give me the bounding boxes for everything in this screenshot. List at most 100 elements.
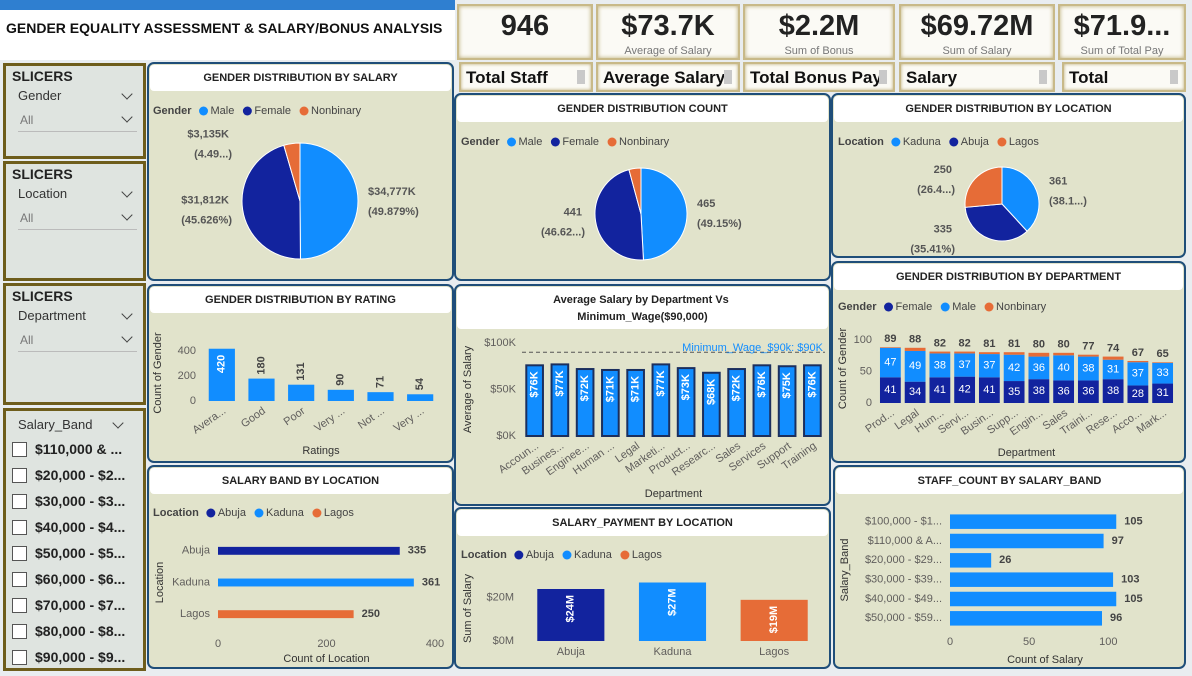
kpi-value: $73.7K (621, 10, 715, 42)
total-label: 74 (1107, 342, 1120, 354)
checkbox[interactable] (12, 441, 27, 457)
data-label: 441 (46.62...) (541, 206, 585, 238)
text-line: 441 (564, 206, 585, 218)
panel-header (836, 468, 1183, 494)
slicer-dropdown[interactable]: All (18, 111, 137, 132)
data-label: 35 (1008, 386, 1020, 398)
dashboard-title: GENDER EQUALITY ASSESSMENT & SALARY/BONU… (0, 0, 455, 60)
total-label: 81 (1008, 338, 1020, 350)
checkbox[interactable] (12, 623, 27, 639)
data-label: 26 (999, 554, 1011, 566)
checkbox[interactable] (12, 493, 27, 509)
data-label: 31 (1157, 387, 1169, 399)
bar-segment (1127, 362, 1149, 386)
checkbox[interactable] (12, 571, 27, 587)
slicer-item[interactable]: $20,000 - $2... (12, 462, 137, 488)
data-label: 36 (1082, 386, 1094, 398)
x-tick-label: 100 (1099, 636, 1117, 648)
bar-segment (1028, 356, 1050, 380)
data-label: $31,812K (45.626%) (181, 194, 232, 226)
checkbox[interactable] (12, 649, 27, 665)
kpi-button[interactable]: Salary (899, 62, 1055, 92)
bar (218, 578, 414, 587)
bar-segment (904, 381, 926, 403)
slicer-item[interactable]: $110,000 & ... (12, 436, 137, 462)
kpi-value: 946 (500, 10, 550, 42)
data-label: $19M (768, 606, 780, 634)
panel-header (457, 96, 828, 122)
data-label: 103 (1121, 574, 1139, 586)
checkbox[interactable] (12, 545, 27, 561)
panel-header (150, 65, 451, 91)
data-label: 34 (909, 386, 921, 398)
x-tick-label: 200 (317, 638, 335, 650)
slicer-field-label: Department (18, 308, 86, 323)
slicer: SLICERS Location All (3, 161, 146, 281)
bar (288, 384, 315, 401)
kpi-caption: Sum of Salary (942, 45, 1012, 57)
data-label: 105 (1124, 593, 1142, 605)
checkbox[interactable] (12, 519, 27, 535)
total-label: 81 (983, 338, 995, 350)
chart-title: SALARY_PAYMENT BY LOCATION (552, 517, 733, 529)
y-tick-label: $100K (484, 337, 516, 349)
legend-marker (254, 508, 264, 518)
legend-marker (312, 508, 322, 518)
kpi-button[interactable]: Total (1062, 62, 1186, 92)
x-axis-title: Department (645, 488, 702, 500)
panel-header (150, 468, 451, 494)
bar-segment (1152, 383, 1174, 403)
bar-segment (1003, 381, 1025, 403)
kpi-button[interactable]: Total Bonus Pay (743, 62, 895, 92)
x-tick-label: 50 (1023, 636, 1035, 648)
bar (651, 363, 671, 438)
slicer-item[interactable]: $90,000 - $9... (12, 644, 137, 670)
bar (638, 582, 707, 641)
bar-segment (1102, 356, 1124, 360)
slicer-dropdown[interactable]: All (18, 209, 137, 230)
bar-segment (954, 353, 976, 377)
data-label: 97 (1112, 535, 1124, 547)
pie-slice (299, 142, 359, 260)
legend-title: Gender (461, 136, 500, 148)
data-label: 40 (1058, 362, 1070, 374)
chart-title: Average Salary by Department Vs Minimum_… (553, 294, 732, 323)
kpi-button[interactable]: Average Salary (596, 62, 740, 92)
legend-marker (620, 550, 630, 560)
slicer-item[interactable]: $50,000 - $5... (12, 540, 137, 566)
y-tick-label: Kaduna (172, 576, 211, 588)
slicer-item[interactable]: $60,000 - $6... (12, 566, 137, 592)
legend-marker (242, 106, 252, 116)
x-axis-title: Count of Location (283, 653, 369, 665)
slicer-item[interactable]: $40,000 - $4... (12, 514, 137, 540)
legend-marker (949, 137, 959, 147)
slicer-item[interactable]: $70,000 - $7... (12, 592, 137, 618)
bar (407, 394, 434, 401)
total-label: 88 (909, 334, 921, 346)
total-label: 67 (1132, 347, 1144, 359)
y-tick-label: $50,000 - $59... (865, 612, 942, 624)
y-tick-label: $100,000 - $1... (865, 516, 942, 528)
chart-title: GENDER DISTRIBUTION BY SALARY (203, 72, 398, 84)
slicer-item[interactable]: $30,000 - $3... (12, 488, 137, 514)
legend-label: Lagos (632, 549, 662, 561)
kpi-button[interactable]: Total Staff (459, 62, 593, 92)
bar-segment (904, 350, 926, 382)
data-label: 37 (1132, 368, 1144, 380)
slicer-item-label: $70,000 - $7... (35, 597, 126, 613)
y-axis-title: Count of Gender (152, 332, 164, 414)
data-label: $76K (806, 371, 818, 397)
legend-title: Location (838, 136, 884, 148)
legend-title: Location (461, 549, 507, 561)
slicer-dropdown[interactable]: All (18, 331, 137, 352)
checkbox[interactable] (12, 597, 27, 613)
legend-label: Abuja (526, 549, 555, 561)
checkbox[interactable] (12, 467, 27, 483)
legend-label: Abuja (961, 136, 990, 148)
data-label: $77K (655, 370, 667, 396)
slicer-item[interactable]: $80,000 - $8... (12, 618, 137, 644)
pie-slice (241, 144, 301, 260)
legend-label: Nonbinary (996, 301, 1047, 313)
bar-segment (1003, 352, 1025, 355)
panel (833, 465, 1186, 669)
